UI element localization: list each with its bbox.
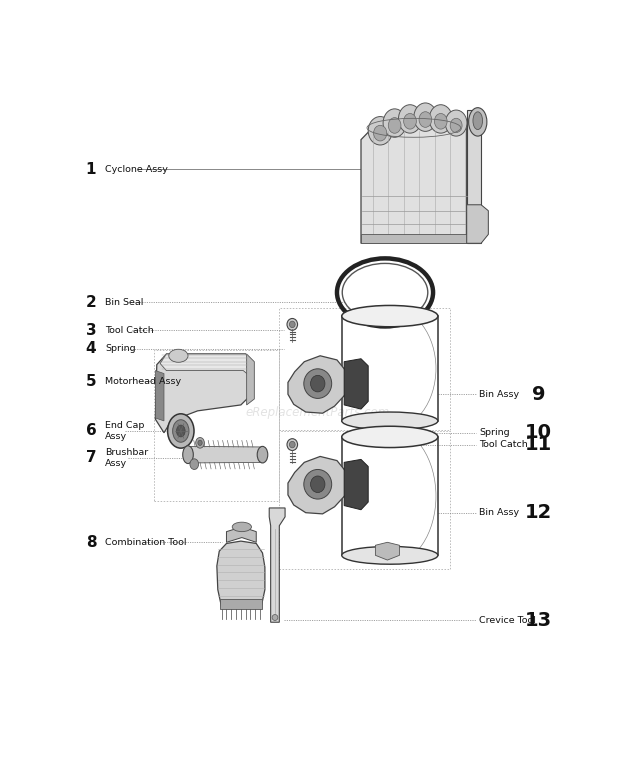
Text: Tool Catch: Tool Catch [479, 440, 528, 449]
Text: 1: 1 [86, 161, 96, 177]
Ellipse shape [287, 318, 298, 331]
Ellipse shape [169, 349, 188, 362]
Text: Crevice Tool: Crevice Tool [479, 616, 536, 625]
Ellipse shape [429, 105, 452, 133]
Text: 8: 8 [86, 534, 96, 550]
Text: 7: 7 [86, 450, 96, 465]
Ellipse shape [404, 114, 417, 129]
Polygon shape [361, 125, 467, 243]
Polygon shape [467, 205, 489, 243]
Ellipse shape [450, 118, 462, 132]
Ellipse shape [287, 438, 298, 451]
Text: Bin Seal: Bin Seal [105, 298, 144, 307]
Polygon shape [467, 110, 481, 243]
Ellipse shape [342, 426, 438, 448]
Ellipse shape [342, 547, 438, 564]
Polygon shape [376, 542, 399, 560]
Ellipse shape [399, 105, 422, 133]
Ellipse shape [342, 264, 428, 321]
Text: Brushbar
Assy: Brushbar Assy [105, 448, 149, 468]
Ellipse shape [414, 103, 437, 131]
Ellipse shape [342, 412, 438, 430]
Ellipse shape [190, 459, 198, 469]
Text: Tool Catch: Tool Catch [105, 326, 154, 335]
Ellipse shape [473, 112, 482, 130]
Polygon shape [361, 235, 481, 243]
Text: 9: 9 [532, 384, 546, 404]
Text: Combination Tool: Combination Tool [105, 538, 187, 547]
Text: Bin Assy: Bin Assy [479, 390, 520, 399]
Ellipse shape [469, 108, 487, 136]
Polygon shape [217, 541, 265, 608]
Polygon shape [156, 354, 253, 433]
Text: 13: 13 [525, 611, 552, 630]
Polygon shape [344, 358, 368, 409]
Text: 3: 3 [86, 323, 96, 338]
Text: eReplacementParts.com: eReplacementParts.com [246, 405, 390, 418]
Polygon shape [156, 371, 164, 421]
Text: End Cap
Assy: End Cap Assy [105, 421, 144, 441]
Polygon shape [269, 508, 285, 622]
Ellipse shape [388, 118, 401, 133]
Ellipse shape [172, 420, 189, 442]
Ellipse shape [232, 522, 252, 531]
Ellipse shape [304, 469, 332, 499]
Text: Spring: Spring [105, 345, 136, 353]
Text: Cyclone Assy: Cyclone Assy [105, 165, 168, 174]
Polygon shape [226, 527, 256, 542]
Text: Spring: Spring [479, 428, 510, 438]
Ellipse shape [183, 446, 193, 464]
Ellipse shape [311, 375, 325, 392]
Ellipse shape [374, 125, 387, 141]
Ellipse shape [257, 446, 268, 463]
Polygon shape [220, 598, 262, 608]
Text: 10: 10 [525, 423, 552, 442]
Ellipse shape [311, 476, 325, 493]
Ellipse shape [177, 425, 185, 437]
Text: 6: 6 [86, 424, 96, 438]
Ellipse shape [196, 438, 205, 448]
Ellipse shape [342, 305, 438, 327]
Text: 2: 2 [86, 295, 96, 310]
Ellipse shape [167, 414, 194, 448]
Ellipse shape [445, 110, 467, 136]
Polygon shape [288, 356, 347, 413]
Text: 5: 5 [86, 374, 96, 389]
Text: 11: 11 [525, 435, 552, 454]
Text: 4: 4 [86, 341, 96, 356]
Ellipse shape [290, 321, 295, 328]
Polygon shape [288, 457, 347, 514]
Ellipse shape [198, 440, 202, 445]
Polygon shape [344, 459, 368, 510]
Polygon shape [188, 446, 262, 463]
Ellipse shape [435, 114, 447, 129]
Polygon shape [247, 354, 254, 405]
Polygon shape [160, 354, 250, 377]
Text: Motorhead Assy: Motorhead Assy [105, 377, 182, 386]
Ellipse shape [290, 441, 295, 448]
Ellipse shape [272, 614, 278, 621]
Ellipse shape [304, 369, 332, 398]
Text: 12: 12 [525, 503, 552, 522]
Ellipse shape [419, 112, 432, 128]
Ellipse shape [368, 117, 392, 145]
Ellipse shape [383, 109, 406, 138]
Text: Bin Assy: Bin Assy [479, 508, 520, 518]
